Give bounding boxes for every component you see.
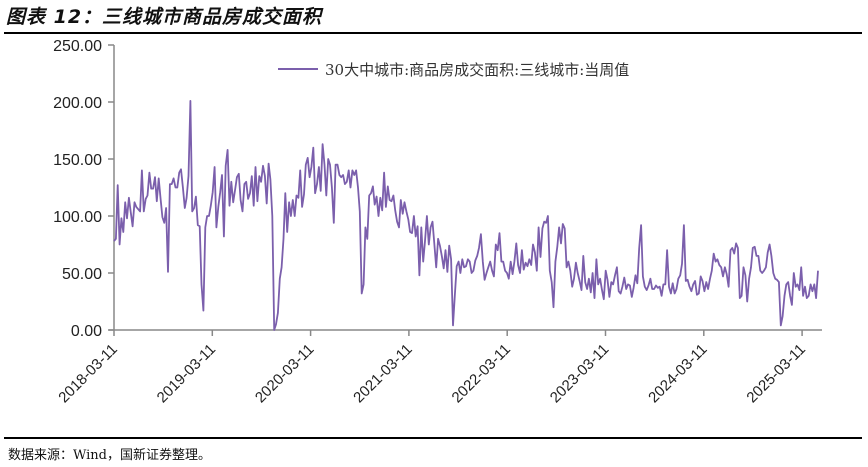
series-line [113,100,819,331]
x-tick-label: 2018-03-11 [55,341,120,406]
x-axis-ticks: 2018-03-11 2019-03-11 2020-03-11 2021-03-11… [55,330,809,406]
x-tick-label: 2021-03-11 [350,341,415,406]
line-chart: 0.00 50.00 100.00 150.00 200.00 250.00 2018-0… [53,38,822,406]
y-tick-label: 250.00 [53,38,102,55]
x-tick-label: 2023-03-11 [547,341,612,406]
x-tick-label: 2025-03-11 [743,341,808,406]
legend: 30大中城市:商品房成交面积:三线城市:当周值 [278,61,629,79]
bottom-divider [4,437,862,439]
x-tick-label: 2019-03-11 [154,341,219,406]
y-axis-ticks: 0.00 50.00 100.00 150.00 200.00 250.00 [53,38,114,340]
source-note: 数据来源：Wind，国新证券整理。 [8,448,211,463]
x-tick-label: 2020-03-11 [252,341,317,406]
x-tick-label: 2024-03-11 [645,341,710,406]
y-tick-label: 50.00 [62,266,102,283]
y-tick-label: 0.00 [71,323,102,340]
chart-title: 图表 12：三线城市商品房成交面积 [6,6,323,28]
y-tick-label: 150.00 [53,152,102,169]
y-tick-label: 200.00 [53,95,102,112]
top-divider [4,32,862,34]
y-tick-label: 100.00 [53,209,102,226]
x-tick-label: 2022-03-11 [449,341,514,406]
legend-label: 30大中城市:商品房成交面积:三线城市:当周值 [325,61,629,79]
